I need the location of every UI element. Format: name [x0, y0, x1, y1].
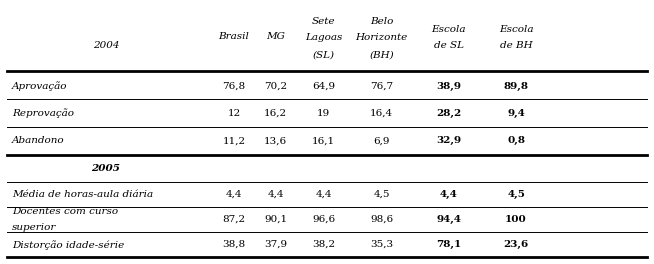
Text: MG: MG [266, 32, 285, 41]
Text: 94,4: 94,4 [436, 215, 461, 224]
Text: (SL): (SL) [313, 50, 335, 59]
Text: 11,2: 11,2 [222, 136, 246, 145]
Text: 23,6: 23,6 [504, 240, 528, 249]
Text: 32,9: 32,9 [436, 136, 461, 145]
Text: Abandono: Abandono [12, 136, 64, 145]
Text: 76,8: 76,8 [222, 82, 246, 91]
Text: 100: 100 [505, 215, 527, 224]
Text: 13,6: 13,6 [264, 136, 287, 145]
Text: 0,8: 0,8 [507, 136, 525, 145]
Text: 4,4: 4,4 [226, 190, 243, 199]
Text: Aprovação: Aprovação [12, 81, 67, 91]
Text: Reprovação: Reprovação [12, 109, 74, 119]
Text: 76,7: 76,7 [370, 82, 393, 91]
Text: 4,4: 4,4 [315, 190, 332, 199]
Text: 6,9: 6,9 [373, 136, 390, 145]
Text: Horizonte: Horizonte [355, 33, 407, 42]
Text: Belo: Belo [370, 17, 393, 26]
Text: Média de horas-aula diária: Média de horas-aula diária [12, 190, 153, 199]
Text: de SL: de SL [434, 41, 464, 50]
Text: 90,1: 90,1 [264, 215, 287, 224]
Text: Escola: Escola [499, 25, 533, 34]
Text: Escola: Escola [432, 25, 466, 34]
Text: 87,2: 87,2 [222, 215, 246, 224]
Text: 16,4: 16,4 [370, 109, 393, 118]
Text: 12: 12 [228, 109, 241, 118]
Text: 37,9: 37,9 [264, 240, 287, 249]
Text: 16,2: 16,2 [264, 109, 287, 118]
Text: 4,4: 4,4 [267, 190, 284, 199]
Text: 4,5: 4,5 [507, 190, 525, 199]
Text: 64,9: 64,9 [312, 82, 336, 91]
Text: Docentes com curso: Docentes com curso [12, 207, 118, 216]
Text: 9,4: 9,4 [507, 109, 525, 118]
Text: 96,6: 96,6 [312, 215, 336, 224]
Text: de BH: de BH [500, 41, 532, 50]
Text: 78,1: 78,1 [436, 240, 462, 249]
Text: 70,2: 70,2 [264, 82, 287, 91]
Text: Lagoas: Lagoas [305, 33, 343, 42]
Text: 38,9: 38,9 [436, 82, 461, 91]
Text: Sete: Sete [312, 17, 336, 26]
Text: Brasil: Brasil [218, 32, 250, 41]
Text: 38,8: 38,8 [222, 240, 246, 249]
Text: 4,4: 4,4 [440, 190, 458, 199]
Text: 98,6: 98,6 [370, 215, 393, 224]
Text: 28,2: 28,2 [436, 109, 462, 118]
Text: 2004: 2004 [93, 41, 119, 50]
Text: 4,5: 4,5 [373, 190, 390, 199]
Text: 16,1: 16,1 [312, 136, 336, 145]
Text: 89,8: 89,8 [504, 82, 528, 91]
Text: 2005: 2005 [92, 164, 120, 173]
Text: Distorção idade-série: Distorção idade-série [12, 240, 124, 249]
Text: superior: superior [12, 223, 56, 232]
Text: 19: 19 [317, 109, 330, 118]
Text: (BH): (BH) [369, 50, 394, 59]
Text: 35,3: 35,3 [370, 240, 393, 249]
Text: 38,2: 38,2 [312, 240, 336, 249]
